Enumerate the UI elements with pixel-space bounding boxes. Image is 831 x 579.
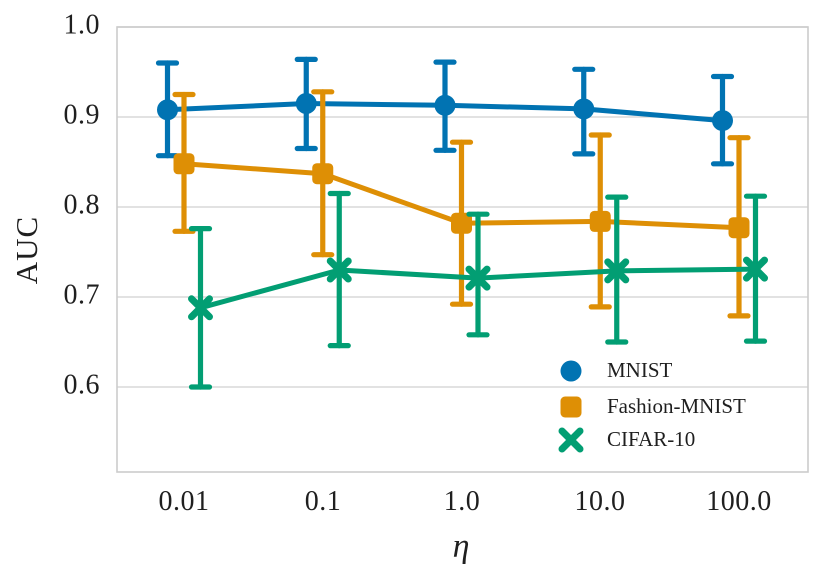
- marker-circle: [295, 93, 317, 114]
- marker-x: [743, 256, 768, 282]
- marker-circle: [157, 99, 178, 121]
- marker-x: [558, 427, 584, 453]
- marker-circle: [573, 98, 595, 120]
- plot-border: [116, 26, 809, 473]
- legend-label-cifar-10: CIFAR-10: [607, 427, 696, 451]
- y-tick-label: 0.9: [63, 99, 100, 131]
- y-tick-label: 0.8: [63, 189, 100, 221]
- marker-square: [589, 210, 611, 232]
- x-tick-label: 100.0: [706, 486, 772, 517]
- x-tick-label: 0.01: [158, 486, 210, 517]
- marker-square: [312, 163, 334, 185]
- marker-x: [604, 258, 630, 284]
- marker-circle: [434, 94, 456, 116]
- y-tick-label: 0.6: [63, 369, 100, 401]
- marker-circle: [560, 360, 582, 382]
- y-tick-label: 0.7: [63, 279, 100, 311]
- y-axis-label: AUC: [9, 215, 44, 285]
- marker-square: [173, 153, 195, 175]
- marker-square: [728, 217, 750, 239]
- y-tick-label: 1.0: [63, 9, 100, 41]
- x-tick-label: 1.0: [443, 486, 481, 517]
- x-tick-label: 10.0: [574, 486, 626, 517]
- x-axis-label: η: [452, 528, 470, 565]
- x-tick-label: 0.1: [304, 486, 342, 517]
- legend-label-fashion-mnist: Fashion-MNIST: [607, 394, 746, 418]
- marker-x: [465, 265, 491, 291]
- legend-label-mnist: MNIST: [607, 358, 673, 382]
- marker-circle: [712, 110, 733, 132]
- marker-x: [326, 257, 352, 283]
- marker-square: [451, 212, 472, 234]
- marker-x: [188, 295, 213, 321]
- marker-square: [560, 396, 582, 418]
